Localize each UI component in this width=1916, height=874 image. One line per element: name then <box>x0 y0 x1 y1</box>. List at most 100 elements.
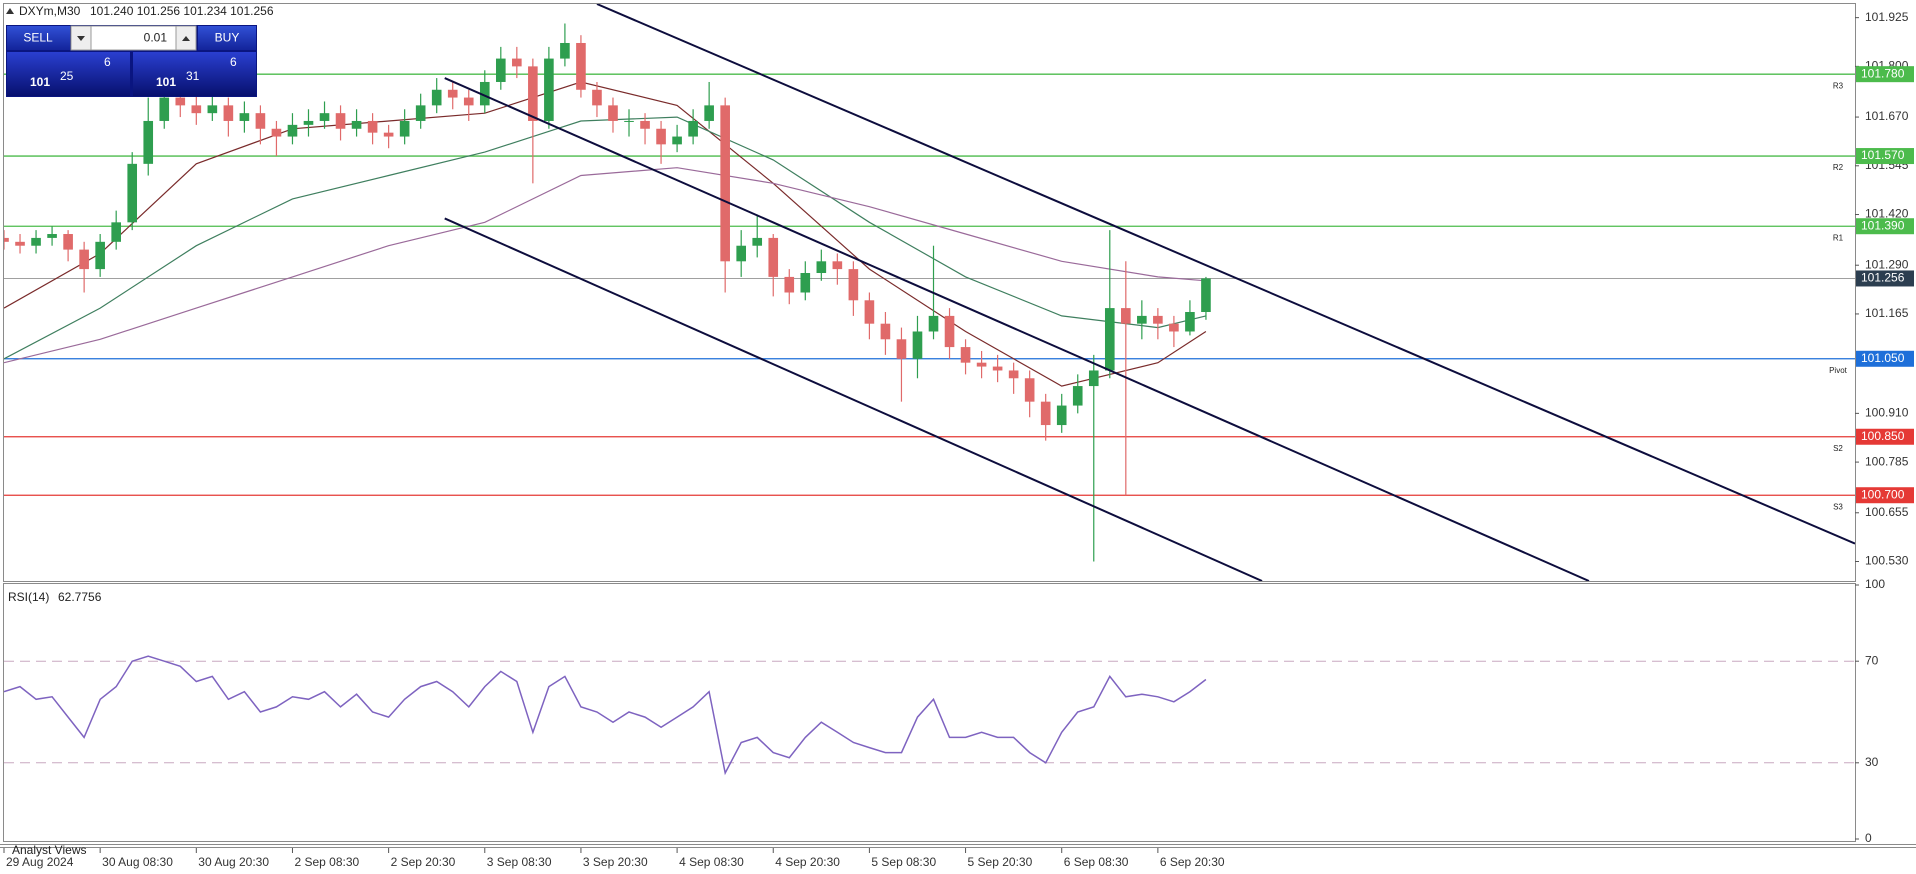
x-tick-label: 2 Sep 08:30 <box>294 855 359 869</box>
lot-value: 0.01 <box>144 31 168 45</box>
candle-body <box>127 163 138 223</box>
candle-body <box>495 58 506 82</box>
x-tick-label: 3 Sep 20:30 <box>583 855 648 869</box>
price-plot: R3 R2 R1 Pivot S2 S3 <box>4 4 1855 581</box>
y-tick-label: 101.290 <box>1865 257 1909 271</box>
rsi-value: 62.7756 <box>58 590 102 604</box>
candle-body <box>15 241 25 246</box>
candle-body <box>1201 278 1211 312</box>
candle-body <box>800 273 811 293</box>
level-label-box <box>1856 428 1914 445</box>
candle-body <box>640 120 650 129</box>
buy-button[interactable] <box>198 26 256 50</box>
candle-body <box>880 323 891 340</box>
level-label-box <box>1856 218 1914 235</box>
candle-body <box>1008 370 1019 379</box>
level-name: S2 <box>1833 444 1843 453</box>
y-tick-label: 101.165 <box>1865 306 1909 320</box>
candle-body <box>479 81 490 106</box>
candle-body <box>239 113 250 121</box>
candle-body <box>351 120 362 129</box>
main-pane <box>3 3 1856 582</box>
candle-body <box>271 128 282 137</box>
candle-body <box>303 120 314 125</box>
sell-button[interactable] <box>7 26 70 50</box>
level-name: R1 <box>1833 233 1844 242</box>
rsi-y-tick-label: 70 <box>1865 653 1879 667</box>
x-tick-label: 3 Sep 08:30 <box>487 855 552 869</box>
level-label: 101.050 <box>1861 351 1905 365</box>
candle-body <box>47 234 57 238</box>
y-tick-label: 101.670 <box>1865 109 1909 123</box>
down-arrow <box>77 36 85 41</box>
candle-body <box>960 347 971 363</box>
bid-point: 6 <box>104 55 111 69</box>
candle-body <box>4 237 9 242</box>
candle-body <box>672 136 682 145</box>
candle-body <box>864 300 875 324</box>
x-tick-label: 6 Sep 08:30 <box>1064 855 1129 869</box>
candle-body <box>287 124 298 137</box>
candle-body <box>463 97 474 106</box>
rsi-pane <box>3 583 1856 842</box>
candle-body <box>912 331 923 359</box>
level-label-box <box>1856 66 1914 83</box>
x-tick-label: 5 Sep 08:30 <box>871 855 936 869</box>
level-label: 101.570 <box>1861 148 1905 162</box>
candle-body <box>63 234 73 250</box>
candle-body <box>223 105 234 121</box>
candle-body <box>896 339 907 359</box>
rsi-title: RSI(14) <box>8 590 49 604</box>
candle-body <box>95 241 105 270</box>
y-tick-label: 101.420 <box>1865 207 1909 221</box>
candle-body <box>31 237 41 246</box>
candle-body <box>848 269 859 301</box>
y-tick-label: 100.530 <box>1865 554 1909 568</box>
candle-body <box>1024 378 1035 402</box>
ask-big-figure: 101 <box>156 75 176 89</box>
rsi-y-tick-label: 0 <box>1865 831 1872 845</box>
analyst-views[interactable]: Analyst Views <box>12 843 86 857</box>
candle-body <box>1056 405 1067 426</box>
candle-body <box>544 58 554 121</box>
level-name: S3 <box>1833 502 1843 511</box>
candle-body <box>1185 311 1195 332</box>
candle-body <box>784 276 795 293</box>
candle-body <box>335 113 346 129</box>
moving-average <box>4 167 1206 364</box>
collapse-icon[interactable] <box>6 8 14 14</box>
candle-body <box>608 105 618 121</box>
candle-body <box>992 366 1003 371</box>
candle-body <box>688 120 698 137</box>
up-arrow <box>182 36 190 41</box>
symbol: DXYm,M30 <box>19 4 81 18</box>
bid-label: 101.256 <box>1861 271 1905 285</box>
candle-body <box>207 105 218 114</box>
bid-box[interactable] <box>7 52 130 96</box>
candle-body <box>1104 308 1115 371</box>
level-label: 100.850 <box>1861 429 1905 443</box>
channel-line <box>596 4 1855 545</box>
candle-body <box>399 120 410 137</box>
x-tick-label: 5 Sep 20:30 <box>968 855 1033 869</box>
level-label: 101.780 <box>1861 66 1905 80</box>
channel-line <box>444 77 1590 581</box>
channel-line <box>444 217 1263 581</box>
y-tick-label: 101.925 <box>1865 10 1909 24</box>
level-label-box <box>1856 487 1914 504</box>
level-name: Pivot <box>1829 366 1848 375</box>
candle-body <box>592 89 602 106</box>
candle-body <box>1121 308 1131 324</box>
ask-pips: 31 <box>186 69 200 83</box>
ask-point: 6 <box>230 55 237 69</box>
level-name: R2 <box>1833 163 1844 172</box>
candle-body <box>1088 370 1099 387</box>
y-tick-label: 100.655 <box>1865 505 1909 519</box>
x-tick-label: 6 Sep 20:30 <box>1160 855 1225 869</box>
axes: 101.925101.800101.670101.545101.420101.2… <box>3 10 1914 869</box>
candle-body <box>928 315 939 332</box>
candle-body <box>736 245 747 262</box>
ask-box[interactable] <box>133 52 256 96</box>
level-label: 100.700 <box>1861 487 1905 501</box>
